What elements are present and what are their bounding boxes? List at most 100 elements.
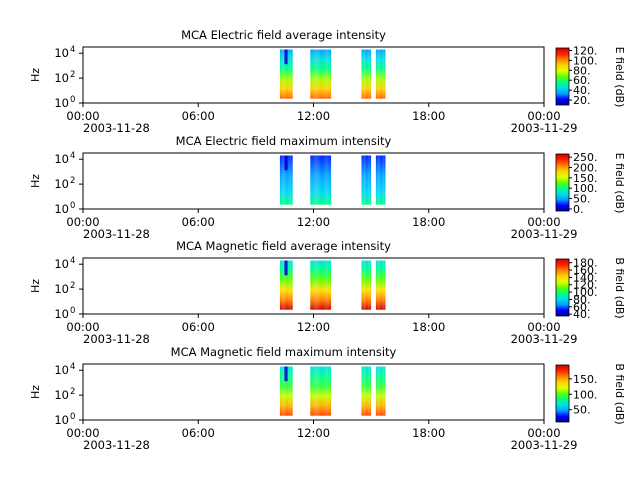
colorbar-tick-label: 100. xyxy=(573,286,598,299)
x-tick-label: 00:00 xyxy=(527,426,560,440)
colorbar-tick-label: 60. xyxy=(573,74,591,87)
colorbar-tick-label: 50. xyxy=(573,404,591,417)
colorbar-tick-label: 180. xyxy=(573,257,598,270)
colorbar-tick-label: 0. xyxy=(573,203,584,216)
y-tick-exponent: 2 xyxy=(70,387,75,397)
colorbar-tick-label: 100. xyxy=(573,54,598,67)
y-tick-exponent: 4 xyxy=(70,256,75,266)
spectrogram-texture xyxy=(279,366,293,416)
spectrogram-streak xyxy=(284,49,288,65)
y-axis-label: Hz xyxy=(29,174,42,188)
spectrogram-texture xyxy=(375,366,386,416)
colorbar-tick-label: 150. xyxy=(573,172,598,185)
x-tick-label: 06:00 xyxy=(182,215,215,229)
date-label-end: 2003-11-29 xyxy=(511,121,578,135)
y-tick-exponent: 0 xyxy=(70,412,75,422)
y-tick-exponent: 2 xyxy=(70,176,75,186)
y-tick-exponent: 4 xyxy=(70,362,75,372)
colorbar-tick-label: 60. xyxy=(573,301,591,314)
colorbar xyxy=(555,258,570,317)
spectrogram-texture xyxy=(310,260,332,310)
y-tick-exponent: 0 xyxy=(70,306,75,316)
colorbar-tick-label: 120. xyxy=(573,279,598,292)
chart-title: MCA Magnetic field average intensity xyxy=(176,239,391,253)
colorbar-tick-label: 40. xyxy=(573,308,591,321)
colorbar-tick-label: 150. xyxy=(573,373,598,386)
colorbar-tick-label: 200. xyxy=(573,161,598,174)
colorbar-tick-label: 120. xyxy=(573,44,598,57)
y-tick-label: 10 xyxy=(54,388,69,402)
date-label-start: 2003-11-28 xyxy=(83,227,150,241)
date-label-end: 2003-11-29 xyxy=(511,227,578,241)
y-tick-label: 10 xyxy=(54,257,69,271)
chart-panel-2: MCA Electric field maximum intensity Hz 10… xyxy=(29,134,626,241)
y-tick-exponent: 2 xyxy=(70,70,75,80)
x-tick-label: 00:00 xyxy=(66,320,99,334)
y-tick-label: 10 xyxy=(54,202,69,216)
y-tick-label: 10 xyxy=(54,46,69,60)
spectrogram-texture xyxy=(279,49,293,99)
y-tick-label: 10 xyxy=(54,307,69,321)
spectrogram-texture xyxy=(361,366,372,416)
colorbar xyxy=(555,153,570,212)
chart-panel-4: MCA Magnetic field maximum intensity Hz 10… xyxy=(29,345,626,452)
spectrogram-texture xyxy=(310,155,332,205)
x-tick-label: 18:00 xyxy=(412,320,445,334)
spectrogram-texture xyxy=(310,49,332,99)
y-tick-label: 10 xyxy=(54,177,69,191)
y-tick-label: 10 xyxy=(54,152,69,166)
x-tick-label: 18:00 xyxy=(412,215,445,229)
y-tick-exponent: 0 xyxy=(70,201,75,211)
colorbar-label: E field (dB) xyxy=(613,153,626,214)
chart-title: MCA Electric field maximum intensity xyxy=(176,134,392,148)
spectrogram-texture xyxy=(375,260,386,310)
colorbar-tick-label: 160. xyxy=(573,264,598,277)
x-tick-label: 12:00 xyxy=(297,426,330,440)
x-tick-label: 06:00 xyxy=(182,426,215,440)
chart-panel-3: MCA Magnetic field average intensity Hz 10… xyxy=(29,239,626,346)
colorbar-label: B field (dB) xyxy=(613,363,626,424)
x-tick-label: 12:00 xyxy=(297,320,330,334)
x-tick-label: 12:00 xyxy=(297,109,330,123)
y-tick-label: 10 xyxy=(54,71,69,85)
x-tick-label: 00:00 xyxy=(527,320,560,334)
colorbar-tick-label: 100. xyxy=(573,182,598,195)
colorbar-tick-label: 250. xyxy=(573,151,598,164)
x-tick-label: 00:00 xyxy=(527,215,560,229)
date-label-end: 2003-11-29 xyxy=(511,438,578,452)
date-label-start: 2003-11-28 xyxy=(83,121,150,135)
colorbar-label: B field (dB) xyxy=(613,257,626,318)
spectrogram-texture xyxy=(375,155,386,205)
chart-title: MCA Magnetic field maximum intensity xyxy=(171,345,397,359)
x-tick-label: 18:00 xyxy=(412,109,445,123)
spectrogram-texture xyxy=(375,49,386,99)
chart-panel-1: MCA Electric field average intensity Hz 10… xyxy=(29,28,626,135)
spectrogram-texture xyxy=(279,155,293,205)
date-label-start: 2003-11-28 xyxy=(83,332,150,346)
colorbar-tick-label: 80. xyxy=(573,293,591,306)
date-label-start: 2003-11-28 xyxy=(83,438,150,452)
y-tick-exponent: 4 xyxy=(70,151,75,161)
spectrogram-texture xyxy=(279,260,293,310)
x-tick-label: 00:00 xyxy=(66,215,99,229)
y-axis-label: Hz xyxy=(29,385,42,399)
x-tick-label: 12:00 xyxy=(297,215,330,229)
y-axis-label: Hz xyxy=(29,279,42,293)
y-axis-label: Hz xyxy=(29,68,42,82)
chart-title: MCA Electric field average intensity xyxy=(181,28,386,42)
spectrogram-texture xyxy=(310,366,332,416)
colorbar-tick-label: 140. xyxy=(573,271,598,284)
colorbar-tick-label: 40. xyxy=(573,84,591,97)
colorbar xyxy=(555,364,570,423)
x-tick-label: 18:00 xyxy=(412,426,445,440)
colorbar-tick-label: 20. xyxy=(573,94,591,107)
spectrogram-texture xyxy=(361,260,372,310)
x-tick-label: 00:00 xyxy=(66,426,99,440)
y-tick-label: 10 xyxy=(54,282,69,296)
spectrogram-streak xyxy=(284,260,288,276)
colorbar-tick-label: 50. xyxy=(573,193,591,206)
y-tick-label: 10 xyxy=(54,96,69,110)
y-tick-label: 10 xyxy=(54,413,69,427)
x-tick-label: 06:00 xyxy=(182,320,215,334)
